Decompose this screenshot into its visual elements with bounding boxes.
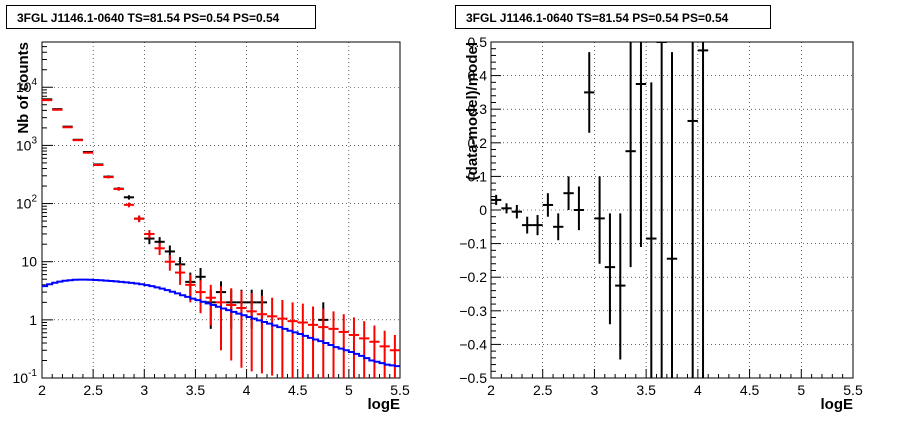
x-tick-label: 3 [140, 382, 148, 398]
y-tick-label: 10-1 [13, 368, 38, 386]
x-tick-label: 4 [243, 382, 251, 398]
chart-title: 3FGL J1146.1-0640 TS=81.54 PS=0.54 PS=0.… [6, 5, 316, 29]
x-tick-label: 3.5 [636, 382, 656, 398]
plot-area [42, 98, 400, 378]
y-tick-label: 104 [16, 77, 38, 95]
y-tick-label: −0.5 [459, 370, 487, 386]
x-tick-label: 2.5 [83, 382, 103, 398]
y-tick-label: 102 [16, 194, 38, 212]
x-tick-label: 4.5 [740, 382, 760, 398]
y-axis-title: (data-model)/model [464, 42, 481, 180]
y-tick-label: 103 [16, 135, 38, 153]
y-tick-label: 1 [29, 312, 37, 328]
x-tick-label: 2.5 [533, 382, 553, 398]
model-step-line [42, 278, 400, 368]
residuals-panel: 3FGL J1146.1-0640 TS=81.54 PS=0.54 PS=0.… [449, 0, 898, 421]
counts-panel: 3FGL J1146.1-0640 TS=81.54 PS=0.54 PS=0.… [6, 5, 410, 413]
x-tick-label: 3 [591, 382, 599, 398]
y-tick-label: 0.4 [468, 68, 488, 84]
plot-frame [41, 41, 401, 379]
y-tick-label: 0.5 [468, 34, 488, 50]
x-tick-label: 5.5 [843, 382, 863, 398]
y-tick-label: −0.4 [459, 336, 487, 352]
x-axis-title: logE [821, 396, 854, 413]
y-tick-label: 0.1 [468, 168, 488, 184]
plot-area [491, 42, 709, 378]
x-tick-label: 4.5 [288, 382, 308, 398]
y-tick-label: −0.2 [459, 269, 487, 285]
y-tick-label: 10 [21, 254, 37, 270]
x-tick-label: 3.5 [186, 382, 206, 398]
y-tick-label: 0 [479, 202, 487, 218]
y-axis-title: Nb of counts [15, 42, 32, 134]
x-axis-title: logE [368, 396, 401, 413]
x-tick-label: 2 [487, 382, 495, 398]
y-tick-label: −0.1 [459, 236, 487, 252]
x-tick-label: 5 [345, 382, 353, 398]
x-tick-label: 5.5 [390, 382, 410, 398]
x-tick-label: 5 [797, 382, 805, 398]
y-tick-label: 0.2 [468, 135, 488, 151]
x-tick-label: 2 [38, 382, 46, 398]
x-tick-label: 4 [694, 382, 702, 398]
y-tick-label: −0.3 [459, 303, 487, 319]
y-tick-label: 0.3 [468, 101, 488, 117]
chart-title: 3FGL J1146.1-0640 TS=81.54 PS=0.54 PS=0.… [455, 5, 771, 29]
